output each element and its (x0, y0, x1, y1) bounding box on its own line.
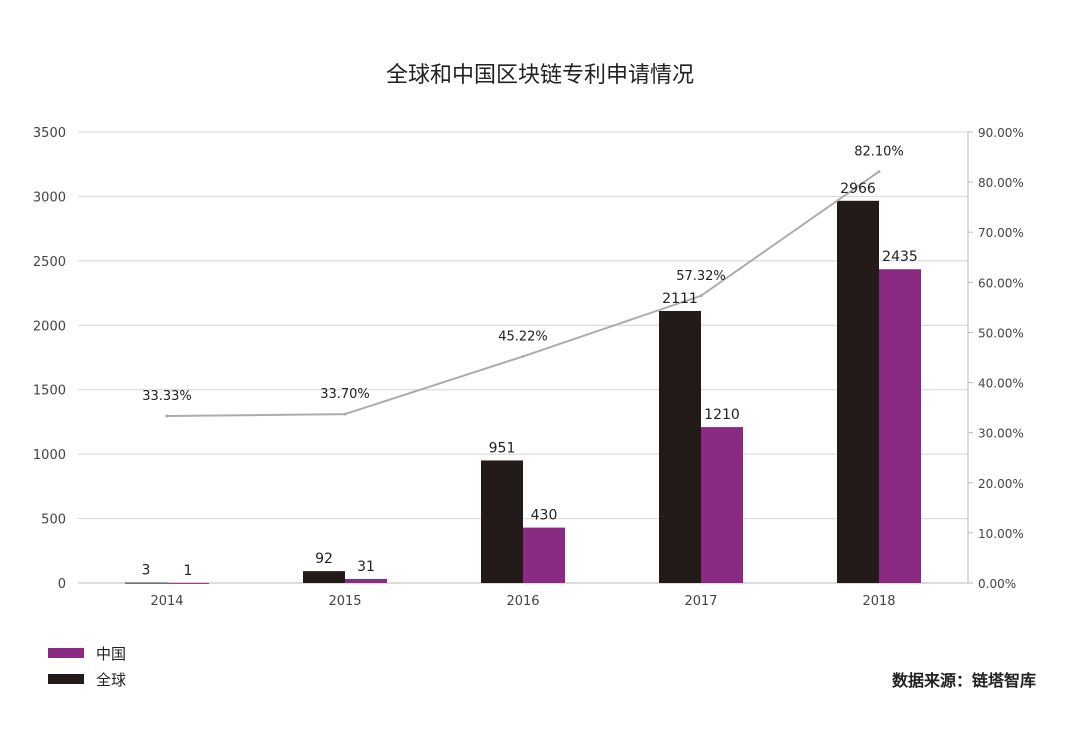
ratio-label: 82.10% (854, 145, 904, 160)
y2-tick-label: 70.00% (978, 226, 1024, 240)
ratio-line (165, 170, 881, 418)
bar-value-label: 2111 (662, 291, 698, 307)
x-axis: 2014 2015 2016 2017 2018 (150, 594, 895, 609)
left-axis: 0 500 1000 1500 2000 2500 3000 3500 (33, 126, 66, 592)
y-tick-label: 2500 (33, 255, 66, 270)
y2-tick-label: 90.00% (978, 126, 1024, 140)
bars (125, 200, 921, 584)
x-tick-label: 2016 (506, 594, 539, 609)
bar-china-2017 (701, 427, 743, 583)
y-tick-label: 1500 (33, 384, 66, 399)
bar-global-2018 (837, 200, 879, 584)
legend-swatch-china (48, 648, 84, 658)
y2-tick-label: 40.00% (978, 377, 1024, 391)
y2-tick-label: 60.00% (978, 276, 1024, 290)
x-tick-label: 2018 (862, 594, 895, 609)
y-tick-label: 1000 (33, 448, 66, 463)
bar-value-label: 1210 (704, 407, 740, 423)
source-note: 数据来源：链塔智库 (891, 671, 1036, 690)
legend-item-china: 中国 (48, 640, 126, 666)
legend-label-china: 中国 (96, 644, 127, 663)
bar-value-label: 1 (184, 563, 193, 579)
bar-value-label: 430 (531, 508, 558, 524)
bar-china-2016 (523, 527, 565, 583)
ratio-line-path (166, 170, 880, 417)
ratio-point (699, 294, 703, 298)
x-tick-label: 2014 (150, 594, 183, 609)
bar-global-2015 (303, 571, 345, 583)
y2-tick-label: 80.00% (978, 176, 1024, 190)
bar-value-label: 2966 (840, 181, 876, 197)
y2-tick-label: 10.00% (978, 527, 1024, 541)
y2-tick-label: 0.00% (978, 577, 1016, 591)
bar-global-2014 (125, 582, 167, 584)
y2-tick-label: 20.00% (978, 477, 1024, 491)
ratio-point (877, 170, 881, 174)
y-tick-label: 500 (41, 513, 66, 528)
chart-title: 全球和中国区块链专利申请情况 (386, 63, 694, 88)
y-tick-label: 2000 (33, 319, 66, 334)
bar-value-label: 31 (357, 559, 375, 575)
ratio-label: 45.22% (498, 329, 548, 344)
bar-value-label: 2435 (882, 249, 918, 265)
legend-swatch-global (48, 674, 84, 684)
y-tick-label: 3000 (33, 190, 66, 205)
legend: 中国 全球 (48, 640, 126, 692)
bar-global-2016 (481, 460, 523, 583)
bar-china-2015 (345, 579, 387, 583)
y2-tick-label: 50.00% (978, 326, 1024, 340)
y-tick-label: 3500 (33, 126, 66, 141)
bar-global-2017 (659, 310, 701, 583)
bar-china-2014 (167, 582, 209, 584)
ratio-point (521, 354, 525, 358)
bar-value-label: 3 (142, 563, 151, 579)
legend-label-global: 全球 (96, 670, 127, 689)
y2-tick-label: 30.00% (978, 427, 1024, 441)
ratio-label: 57.32% (676, 269, 726, 284)
x-tick-label: 2015 (328, 594, 361, 609)
legend-item-global: 全球 (48, 666, 126, 692)
bar-value-label: 951 (489, 440, 516, 456)
right-axis: 0.00% 10.00% 20.00% 30.00% 40.00% 50.00% 60.00… (967, 126, 1024, 591)
ratio-point (165, 414, 169, 418)
ratio-label: 33.33% (142, 389, 192, 404)
ratio-point (343, 412, 347, 416)
data-labels: 3 92 951 2111 2966 1 31 430 1210 2435 33.33% 33.70%… (142, 145, 918, 579)
y-tick-label: 0 (58, 577, 66, 592)
gridlines (78, 131, 968, 584)
bar-china-2018 (879, 269, 921, 583)
ratio-label: 33.70% (320, 387, 370, 402)
bar-value-label: 92 (315, 551, 333, 567)
x-tick-label: 2017 (684, 594, 717, 609)
